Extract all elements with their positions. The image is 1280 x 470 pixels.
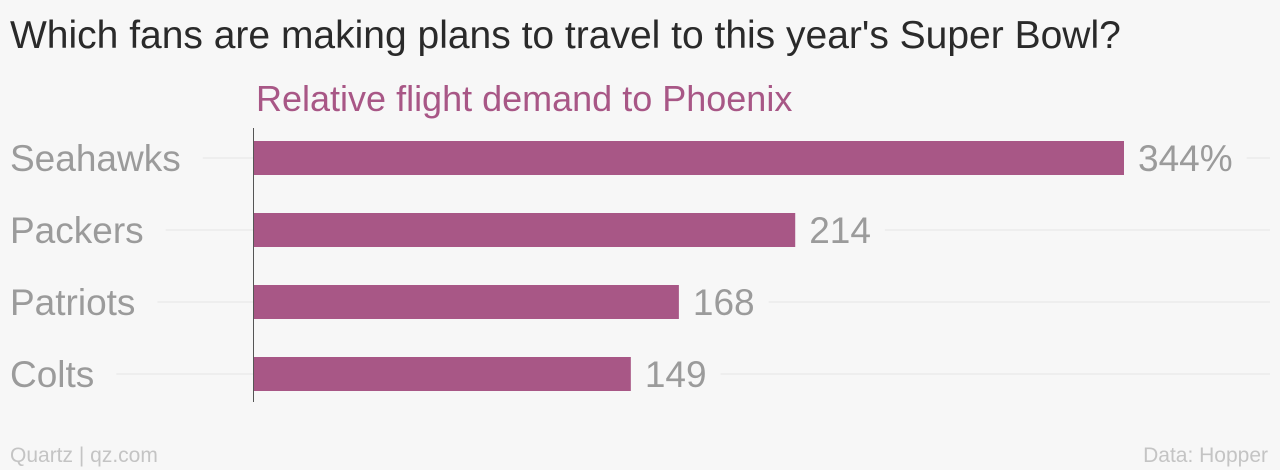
bar <box>254 141 1124 175</box>
footer-source-left: Quartz | qz.com <box>10 444 158 467</box>
value-label: 214 <box>809 210 871 251</box>
footer-source-right: Data: Hopper <box>1143 444 1268 467</box>
chart-subtitle: Relative flight demand to Phoenix <box>256 78 793 119</box>
bar <box>254 285 679 319</box>
value-label: 149 <box>645 354 707 395</box>
category-label: Packers <box>10 210 144 251</box>
category-label: Seahawks <box>10 138 181 179</box>
category-label: Patriots <box>10 282 135 323</box>
value-label: 344% <box>1138 138 1233 179</box>
category-label: Colts <box>10 354 94 395</box>
bar <box>254 213 796 247</box>
bar <box>254 357 631 391</box>
value-label: 168 <box>693 282 755 323</box>
chart-title: Which fans are making plans to travel to… <box>10 14 1121 57</box>
